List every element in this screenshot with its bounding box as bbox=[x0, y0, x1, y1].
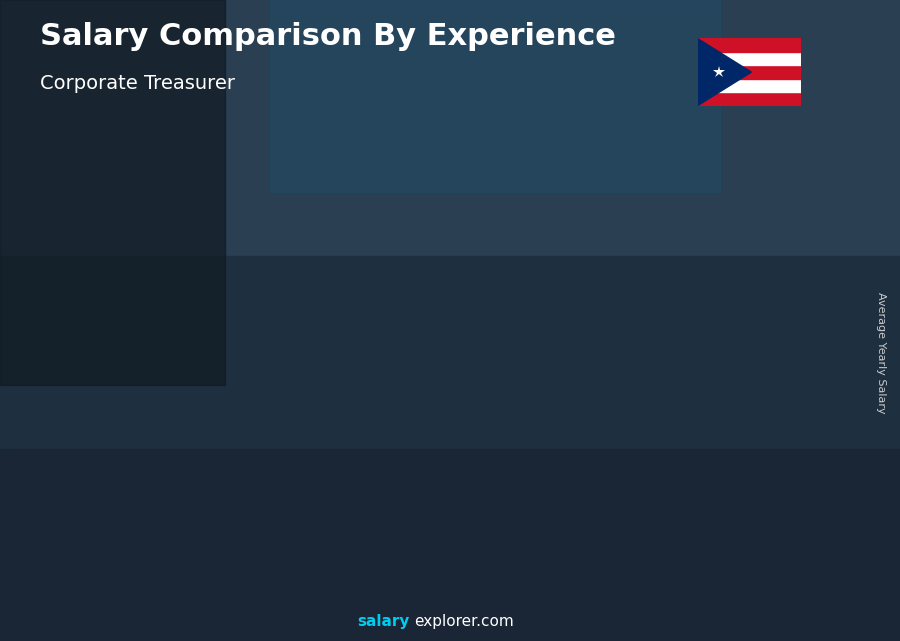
Polygon shape bbox=[447, 347, 526, 358]
Text: +nan%: +nan% bbox=[376, 297, 446, 315]
Text: explorer.com: explorer.com bbox=[414, 615, 514, 629]
Polygon shape bbox=[758, 232, 770, 577]
Text: +nan%: +nan% bbox=[254, 355, 325, 373]
Text: +nan%: +nan% bbox=[498, 240, 569, 258]
Text: 0 USD: 0 USD bbox=[463, 329, 506, 343]
Text: Salary Comparison By Experience: Salary Comparison By Experience bbox=[40, 22, 616, 51]
Bar bbox=[270, 0, 720, 192]
Bar bbox=[0, 0, 900, 256]
Bar bbox=[82, 519, 148, 577]
Polygon shape bbox=[326, 405, 405, 415]
Bar bbox=[326, 415, 392, 577]
Polygon shape bbox=[691, 232, 770, 242]
Bar bbox=[0, 449, 900, 641]
Polygon shape bbox=[392, 405, 405, 577]
Polygon shape bbox=[82, 509, 161, 519]
Text: +nan%: +nan% bbox=[132, 413, 203, 431]
Text: 0 USD: 0 USD bbox=[341, 387, 384, 401]
Text: Average Yearly Salary: Average Yearly Salary bbox=[877, 292, 886, 413]
Polygon shape bbox=[636, 290, 648, 577]
Text: +nan%: +nan% bbox=[619, 182, 690, 200]
Text: salary: salary bbox=[357, 615, 410, 629]
Bar bbox=[698, 65, 801, 79]
Text: 0 USD: 0 USD bbox=[97, 490, 140, 504]
Bar bbox=[0, 256, 900, 449]
Bar bbox=[698, 79, 801, 92]
Polygon shape bbox=[203, 463, 283, 473]
Bar bbox=[0, 0, 225, 385]
Bar bbox=[203, 473, 271, 577]
Polygon shape bbox=[514, 347, 526, 577]
Bar bbox=[698, 92, 801, 106]
Text: 0 USD: 0 USD bbox=[706, 213, 750, 228]
Bar bbox=[698, 38, 801, 52]
Bar bbox=[698, 52, 801, 65]
Polygon shape bbox=[698, 38, 752, 106]
Bar bbox=[447, 358, 514, 577]
Bar bbox=[569, 300, 636, 577]
Text: Corporate Treasurer: Corporate Treasurer bbox=[40, 74, 236, 93]
Bar bbox=[691, 242, 758, 577]
Polygon shape bbox=[569, 290, 648, 300]
Polygon shape bbox=[271, 463, 283, 577]
Text: 0 USD: 0 USD bbox=[220, 444, 262, 458]
Polygon shape bbox=[148, 509, 161, 577]
Text: 0 USD: 0 USD bbox=[585, 271, 627, 285]
